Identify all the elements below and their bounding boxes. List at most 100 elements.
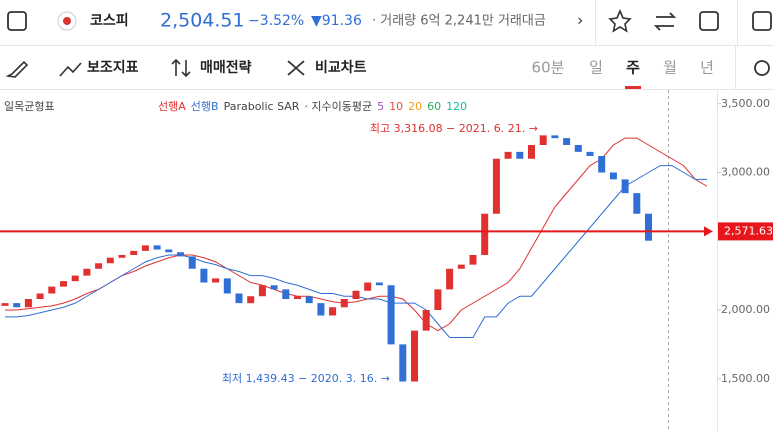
indicator-icon[interactable] xyxy=(59,62,82,77)
candle-body xyxy=(188,256,196,269)
swap-icon[interactable] xyxy=(653,12,677,31)
candle-body xyxy=(282,289,290,299)
candle-body xyxy=(24,299,32,308)
candle-body xyxy=(516,151,524,159)
y-tick-label: 2,000.00 xyxy=(721,303,770,316)
candle-body xyxy=(563,138,571,145)
candle-body xyxy=(71,275,79,282)
candle-body xyxy=(551,135,559,139)
more[interactable]: › xyxy=(577,11,583,30)
plot xyxy=(1,135,708,382)
draw-icon[interactable] xyxy=(5,60,29,78)
annotation: 최고 3,316.08 − 2021. 6. 21. → xyxy=(370,122,538,135)
candle-body xyxy=(305,296,313,304)
candle-body xyxy=(446,268,454,290)
stock-name: 코스피 xyxy=(90,13,129,29)
edit-icon[interactable] xyxy=(699,11,719,31)
candle-body xyxy=(352,290,360,299)
candle-body xyxy=(492,158,500,214)
candle-body xyxy=(212,278,220,283)
legend-entry: 20 xyxy=(408,100,422,113)
tab-underline xyxy=(625,86,641,89)
candle-body xyxy=(411,330,418,382)
candle-body xyxy=(329,307,337,316)
candle-body xyxy=(387,285,395,345)
candle-body xyxy=(83,268,91,276)
candle-body xyxy=(574,145,582,152)
candle-body xyxy=(223,278,231,294)
candle-body xyxy=(118,255,126,258)
candle-body xyxy=(317,303,325,316)
candle-body xyxy=(645,213,652,241)
y-tick-label: 1,500.00 xyxy=(721,372,770,385)
candle-body xyxy=(60,281,67,287)
annotation: 최저 1,439.43 − 2020. 3. 16. → xyxy=(222,372,390,385)
candle-body xyxy=(294,296,301,299)
candle-body xyxy=(399,344,407,382)
period-tab[interactable]: 일 xyxy=(589,59,603,77)
volume: · 거래량 6억 2,241만 거래대금 xyxy=(372,14,546,29)
candle-body xyxy=(1,303,9,306)
legend-entry: 10 xyxy=(389,100,403,113)
price-label-bg xyxy=(718,222,773,241)
candle-body xyxy=(375,282,383,286)
candle-body xyxy=(153,245,161,250)
price-label: 2,571.63 xyxy=(724,224,773,237)
candle-body xyxy=(165,249,173,253)
arrow-head xyxy=(704,226,713,237)
star-icon[interactable] xyxy=(608,8,632,33)
period-tab[interactable]: 주 xyxy=(626,59,640,77)
legend-entry: 5 xyxy=(377,100,384,113)
sidebar-icon[interactable] xyxy=(7,11,27,31)
toolbar-button[interactable]: 비교차트 xyxy=(315,60,367,76)
candle-body xyxy=(258,285,266,297)
price: 2,504.51 xyxy=(160,10,245,32)
toolbar-button[interactable]: 보조지표 xyxy=(87,60,139,76)
toolbar-button[interactable]: 매매전략 xyxy=(200,59,252,76)
candle-body xyxy=(48,286,56,294)
candle-body xyxy=(141,245,149,251)
candle-body xyxy=(95,263,103,269)
candle-body xyxy=(469,255,477,265)
panel-icon[interactable] xyxy=(752,11,772,31)
candle-body xyxy=(200,268,208,283)
candle-body xyxy=(177,252,184,257)
candle-body xyxy=(586,151,594,156)
span-line xyxy=(5,165,707,338)
candle-body xyxy=(434,289,442,310)
candle-body xyxy=(340,299,348,308)
compare-icon[interactable] xyxy=(287,60,305,76)
mask xyxy=(565,0,595,45)
candle-body xyxy=(364,282,372,291)
candle-body xyxy=(247,296,255,304)
settings-icon[interactable] xyxy=(754,60,770,76)
legend-entry: · 지수이동평균 xyxy=(304,100,372,113)
legend-entry: 선행A xyxy=(158,100,186,113)
period-tab[interactable]: 월 xyxy=(663,59,677,77)
candle-body xyxy=(36,293,44,299)
period-tab[interactable]: 60분 xyxy=(532,59,565,77)
legend-entry: 60 xyxy=(427,100,441,113)
candle-body xyxy=(235,293,243,304)
legend-entry: 120 xyxy=(446,100,467,113)
change-pct: −3.52% xyxy=(248,13,304,29)
flag xyxy=(63,17,71,25)
candle-body xyxy=(130,250,138,255)
candle-body xyxy=(528,145,535,159)
change: ▼91.36 xyxy=(311,13,362,29)
candle-body xyxy=(457,264,465,269)
period-tab[interactable]: 년 xyxy=(700,59,714,77)
legend-entry: 선행B xyxy=(191,100,219,113)
candle-body xyxy=(598,156,606,173)
candle-body xyxy=(106,257,114,264)
strategy-icon[interactable] xyxy=(171,58,191,78)
candle-body xyxy=(621,179,629,194)
candle-body xyxy=(504,151,512,159)
candle-body xyxy=(633,193,641,214)
candle-body xyxy=(609,172,617,180)
candle-body xyxy=(422,310,430,331)
candle-body xyxy=(481,213,489,255)
candle-body xyxy=(13,303,21,308)
